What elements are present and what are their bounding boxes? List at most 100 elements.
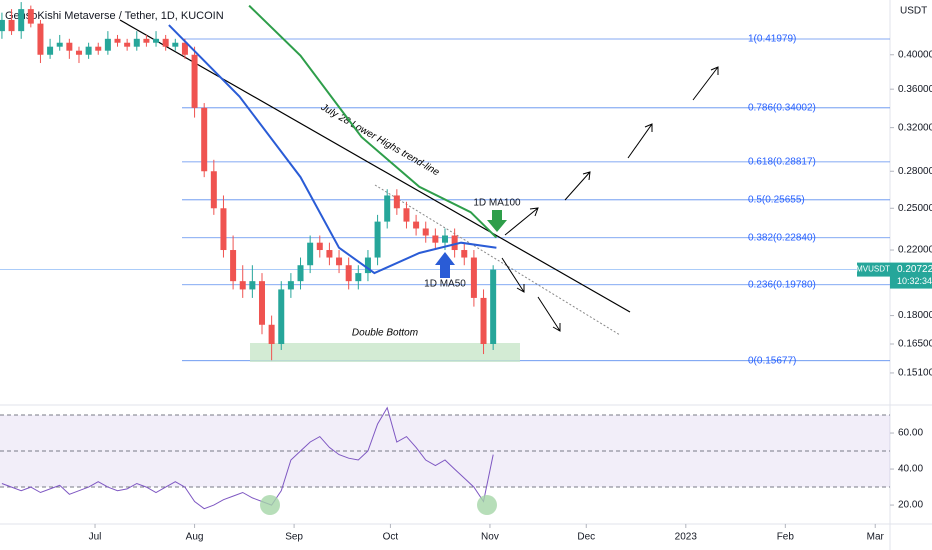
price-label: 0.20722 — [897, 264, 932, 275]
y-tick-label: 0.36000 — [898, 84, 932, 95]
candle-body — [191, 54, 198, 108]
y-tick-label: 0.15100 — [898, 368, 932, 379]
candle-body — [480, 297, 487, 344]
fib-label: 0.786(0.34002) — [748, 102, 816, 113]
rsi-tick-label: 60.00 — [898, 428, 923, 439]
candle-body — [27, 9, 34, 24]
fib-label: 0(0.15677) — [748, 355, 796, 366]
x-tick-label: Dec — [577, 532, 595, 543]
y-tick-label: 0.40000 — [898, 49, 932, 60]
candle-body — [66, 42, 73, 51]
fib-label: 0.382(0.22840) — [748, 232, 816, 243]
candle-body — [490, 269, 497, 344]
moving-average — [168, 24, 497, 275]
candle-body — [470, 257, 477, 298]
candle-body — [451, 235, 458, 251]
candle-body — [0, 19, 5, 32]
candle-body — [18, 9, 25, 32]
rsi-low-highlight — [260, 495, 280, 515]
candle-body — [442, 235, 448, 243]
candle-body — [316, 242, 323, 251]
candle-body — [153, 38, 160, 43]
projection-arrows — [501, 66, 719, 332]
candle-body — [297, 265, 304, 282]
candle-body — [85, 46, 92, 55]
candle-body — [258, 281, 265, 325]
candle-body — [287, 281, 294, 290]
y-tick-label: 0.22000 — [898, 245, 932, 256]
candle-body — [8, 19, 15, 32]
candle-body — [143, 38, 150, 43]
x-tick-label: Mar — [867, 532, 885, 543]
x-tick-label: 2023 — [675, 532, 698, 543]
candle-body — [345, 265, 352, 282]
candle-body — [326, 250, 333, 258]
candle-body — [210, 171, 217, 209]
candle-body — [413, 221, 420, 229]
candle-body — [336, 257, 343, 266]
y-tick-label: 0.32000 — [898, 122, 932, 133]
candle-body — [124, 42, 131, 47]
ma50-arrow — [435, 252, 455, 278]
candle-body — [181, 42, 188, 55]
candle-body — [75, 50, 82, 55]
candle-body — [47, 46, 54, 55]
candle-body — [374, 221, 381, 258]
fib-label: 0.5(0.25655) — [748, 194, 805, 205]
rsi-low-highlight — [477, 495, 497, 515]
y-tick-label: 0.16500 — [898, 339, 932, 350]
moving-average — [248, 4, 498, 239]
x-tick-label: Feb — [777, 532, 795, 543]
candle-body — [403, 208, 410, 222]
fib-label: 1(0.41979) — [748, 34, 796, 45]
candle-body — [239, 281, 246, 290]
candle-body — [220, 208, 227, 251]
rsi-tick-label: 40.00 — [898, 464, 923, 475]
chart-title: GensoKishi Metaverse / Tether, 1D, KUCOI… — [5, 10, 224, 22]
candle-body — [56, 42, 63, 47]
x-tick-label: Jul — [89, 532, 102, 543]
candle-body — [355, 273, 362, 282]
symbol-tag — [857, 262, 890, 277]
y-tick-label: 0.28000 — [898, 166, 932, 177]
candle-body — [37, 23, 44, 55]
candle-body — [307, 242, 314, 266]
rsi-tick-label: 20.00 — [898, 500, 923, 511]
candle-body — [393, 195, 400, 209]
candle-body — [364, 257, 371, 274]
candle-body — [278, 289, 285, 344]
candle-body — [461, 250, 468, 258]
double-bottom-label: Double Bottom — [352, 328, 418, 339]
candle-body — [172, 42, 179, 47]
candle-body — [422, 228, 429, 236]
ma50-label: 1D MA50 — [424, 279, 466, 290]
candle-body — [249, 281, 256, 290]
ma100-label: 1D MA100 — [473, 198, 521, 209]
x-tick-label: Aug — [186, 532, 204, 543]
candle-body — [432, 235, 439, 243]
x-tick-label: Sep — [285, 532, 303, 543]
candle-body — [230, 250, 237, 282]
candle-body — [268, 324, 275, 344]
countdown-label: 10:32:34 — [897, 276, 932, 286]
candle-body — [201, 107, 208, 172]
candle-body — [384, 195, 391, 222]
symbol-label: MVUSDT — [856, 265, 890, 274]
candle-body — [104, 38, 111, 51]
y-axis-label: USDT — [900, 6, 927, 17]
y-tick-label: 0.25000 — [898, 203, 932, 214]
candle-body — [114, 38, 121, 43]
x-tick-label: Oct — [383, 532, 399, 543]
candle-body — [133, 38, 140, 47]
rsi-line — [1, 406, 494, 510]
fib-label: 0.618(0.28817) — [748, 157, 816, 168]
y-tick-label: 0.18000 — [898, 310, 932, 321]
candle-body — [95, 46, 102, 51]
fib-label: 0.236(0.19780) — [748, 279, 816, 290]
trend-line — [119, 19, 631, 313]
x-tick-label: Nov — [481, 532, 499, 543]
price-tag — [890, 262, 932, 289]
ma100-arrow — [487, 210, 507, 232]
